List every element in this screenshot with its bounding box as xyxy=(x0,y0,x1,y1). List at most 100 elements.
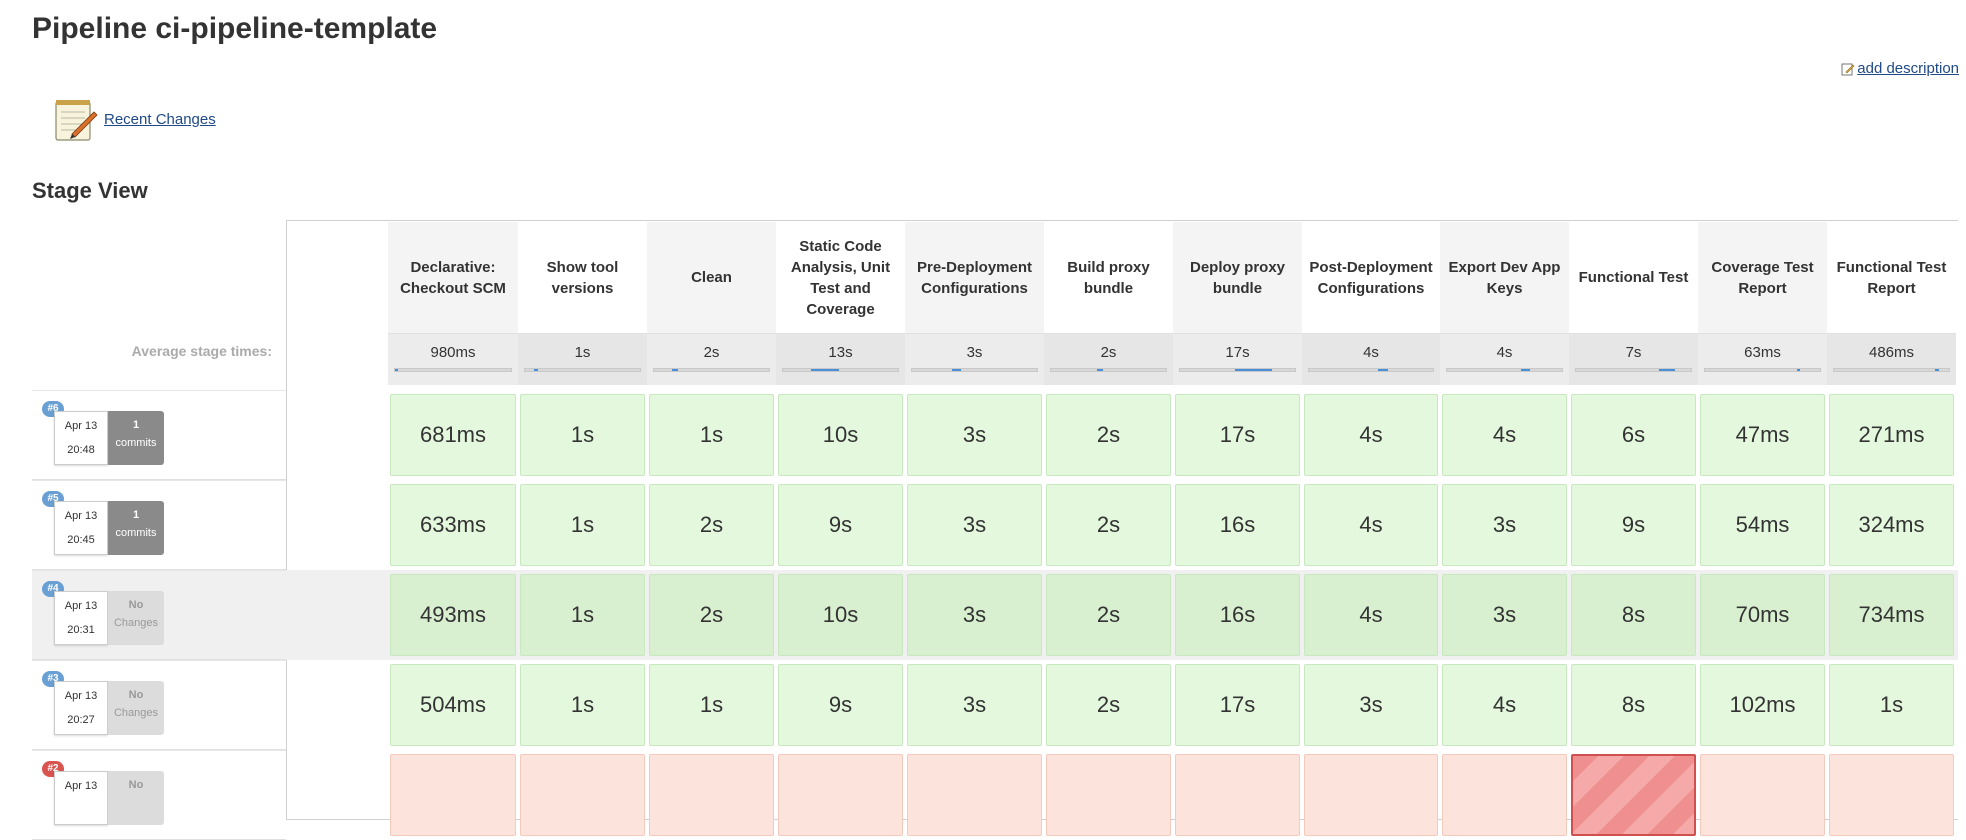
stage-duration-cell[interactable]: 54ms xyxy=(1700,484,1825,566)
stage-duration-cell[interactable] xyxy=(1829,754,1954,836)
average-time-cell: 4s xyxy=(1302,333,1440,385)
stage-duration-cell[interactable] xyxy=(1442,754,1567,836)
stage-duration-cell[interactable]: 324ms xyxy=(1829,484,1954,566)
stage-duration-cell[interactable]: 2s xyxy=(1046,664,1171,746)
stage-header: Declarative: Checkout SCM xyxy=(388,222,518,333)
stage-duration-cell[interactable]: 17s xyxy=(1175,664,1300,746)
build-changes-box[interactable]: 1 commits xyxy=(108,501,164,555)
stage-duration-cell[interactable]: 1s xyxy=(1829,664,1954,746)
build-changes-box[interactable]: No Changes xyxy=(108,681,164,735)
stage-duration-cell[interactable]: 3s xyxy=(907,394,1042,476)
stage-duration-cell[interactable]: 2s xyxy=(649,484,774,566)
stage-duration-cell[interactable]: 1s xyxy=(520,664,645,746)
stage-header: Deploy proxy bundle xyxy=(1173,222,1302,333)
changes-label: commits xyxy=(115,527,157,539)
average-time-bar-fill xyxy=(1658,369,1675,371)
average-time-cell: 3s xyxy=(905,333,1044,385)
stage-duration-cell[interactable] xyxy=(390,754,516,836)
average-time-bar-fill xyxy=(1378,369,1389,371)
stage-duration-cell[interactable]: 1s xyxy=(520,574,645,656)
stage-duration-cell[interactable] xyxy=(1175,754,1300,836)
stage-header: Clean xyxy=(647,222,776,333)
average-time-value: 980ms xyxy=(430,344,476,361)
build-changes-box[interactable]: No xyxy=(108,771,164,825)
stage-duration-cell[interactable] xyxy=(1571,754,1696,836)
stage-duration-cell[interactable]: 4s xyxy=(1442,664,1567,746)
stage-duration-cell[interactable] xyxy=(778,754,903,836)
stage-header: Coverage Test Report xyxy=(1698,222,1827,333)
average-time-value: 17s xyxy=(1225,344,1250,361)
stage-duration-cell[interactable]: 47ms xyxy=(1700,394,1825,476)
average-time-bar-fill xyxy=(1235,369,1272,371)
stage-duration-cell[interactable]: 16s xyxy=(1175,574,1300,656)
build-summary[interactable]: #3 Apr 13 20:27 No Changes xyxy=(32,660,286,750)
average-time-value: 1s xyxy=(574,344,591,361)
average-time-bar xyxy=(782,368,899,372)
stage-duration-cell[interactable]: 4s xyxy=(1304,484,1438,566)
stage-duration-cell[interactable]: 1s xyxy=(520,394,645,476)
stage-duration-cell[interactable]: 4s xyxy=(1304,394,1438,476)
stage-duration-cell[interactable]: 734ms xyxy=(1829,574,1954,656)
stage-duration-cell[interactable]: 633ms xyxy=(390,484,516,566)
average-time-cell: 1s xyxy=(518,333,647,385)
add-description-link[interactable]: add description xyxy=(1841,60,1959,77)
build-summary[interactable]: #6 Apr 13 20:48 1 commits xyxy=(32,390,286,480)
stage-duration-cell[interactable] xyxy=(907,754,1042,836)
stage-duration-cell[interactable]: 3s xyxy=(1304,664,1438,746)
stage-duration-cell[interactable]: 2s xyxy=(649,574,774,656)
stage-duration-cell[interactable]: 102ms xyxy=(1700,664,1825,746)
stage-duration-cell[interactable] xyxy=(1700,754,1825,836)
recent-changes-link[interactable]: Recent Changes xyxy=(104,110,216,128)
stage-duration-cell[interactable]: 3s xyxy=(907,664,1042,746)
stage-duration-cell[interactable]: 70ms xyxy=(1700,574,1825,656)
build-changes-box[interactable]: 1 commits xyxy=(108,411,164,465)
stage-duration-cell[interactable]: 3s xyxy=(1442,574,1567,656)
build-date: Apr 13 xyxy=(64,600,98,612)
stage-duration-cell[interactable]: 681ms xyxy=(390,394,516,476)
stage-duration-cell[interactable]: 1s xyxy=(520,484,645,566)
stage-duration-cell[interactable]: 8s xyxy=(1571,574,1696,656)
stage-duration-cell[interactable]: 493ms xyxy=(390,574,516,656)
stage-duration-cell[interactable] xyxy=(520,754,645,836)
build-summary[interactable]: #5 Apr 13 20:45 1 commits xyxy=(32,480,286,570)
stage-duration-cell[interactable]: 1s xyxy=(649,664,774,746)
stage-duration-cell[interactable]: 9s xyxy=(778,484,903,566)
stage-duration-cell[interactable]: 2s xyxy=(1046,574,1171,656)
stage-duration-cell[interactable]: 10s xyxy=(778,574,903,656)
stage-duration-cell[interactable]: 4s xyxy=(1304,574,1438,656)
stage-duration-cell[interactable]: 2s xyxy=(1046,394,1171,476)
stage-duration-cell[interactable]: 3s xyxy=(907,574,1042,656)
stage-duration-cell[interactable]: 17s xyxy=(1175,394,1300,476)
build-changes-box[interactable]: No Changes xyxy=(108,591,164,645)
stage-header: Build proxy bundle xyxy=(1067,258,1150,297)
stage-duration-cell[interactable]: 504ms xyxy=(390,664,516,746)
stage-duration-cell[interactable]: 4s xyxy=(1442,394,1567,476)
average-time-value: 2s xyxy=(1100,344,1117,361)
stage-duration-cell[interactable] xyxy=(649,754,774,836)
stage-duration-cell[interactable] xyxy=(1046,754,1171,836)
stage-header: Show tool versions xyxy=(546,258,619,297)
stage-duration-cell[interactable] xyxy=(1304,754,1438,836)
stage-duration-cell[interactable]: 3s xyxy=(907,484,1042,566)
average-time-bar xyxy=(911,368,1038,372)
stage-duration-cell[interactable]: 16s xyxy=(1175,484,1300,566)
build-summary[interactable]: #4 Apr 13 20:31 No Changes xyxy=(32,570,286,660)
average-time-bar-fill xyxy=(672,369,679,371)
average-time-bar xyxy=(1050,368,1167,372)
stage-duration-cell[interactable]: 2s xyxy=(1046,484,1171,566)
stage-duration-cell[interactable]: 271ms xyxy=(1829,394,1954,476)
average-time-bar xyxy=(1833,368,1950,372)
stage-duration-cell[interactable]: 6s xyxy=(1571,394,1696,476)
stage-duration-cell[interactable]: 9s xyxy=(1571,484,1696,566)
stage-duration-cell[interactable]: 10s xyxy=(778,394,903,476)
stage-duration-cell[interactable]: 3s xyxy=(1442,484,1567,566)
stage-duration-cell[interactable]: 8s xyxy=(1571,664,1696,746)
average-time-bar xyxy=(1308,368,1434,372)
stage-duration-cell[interactable]: 9s xyxy=(778,664,903,746)
average-time-value: 486ms xyxy=(1868,344,1915,361)
stage-duration-cell[interactable]: 1s xyxy=(649,394,774,476)
average-time-cell: 7s xyxy=(1569,333,1698,385)
build-summary[interactable]: #2 Apr 13 No xyxy=(32,750,286,840)
average-stage-times-label: Average stage times: xyxy=(131,343,272,359)
build-date-box: Apr 13 20:45 xyxy=(54,501,108,555)
